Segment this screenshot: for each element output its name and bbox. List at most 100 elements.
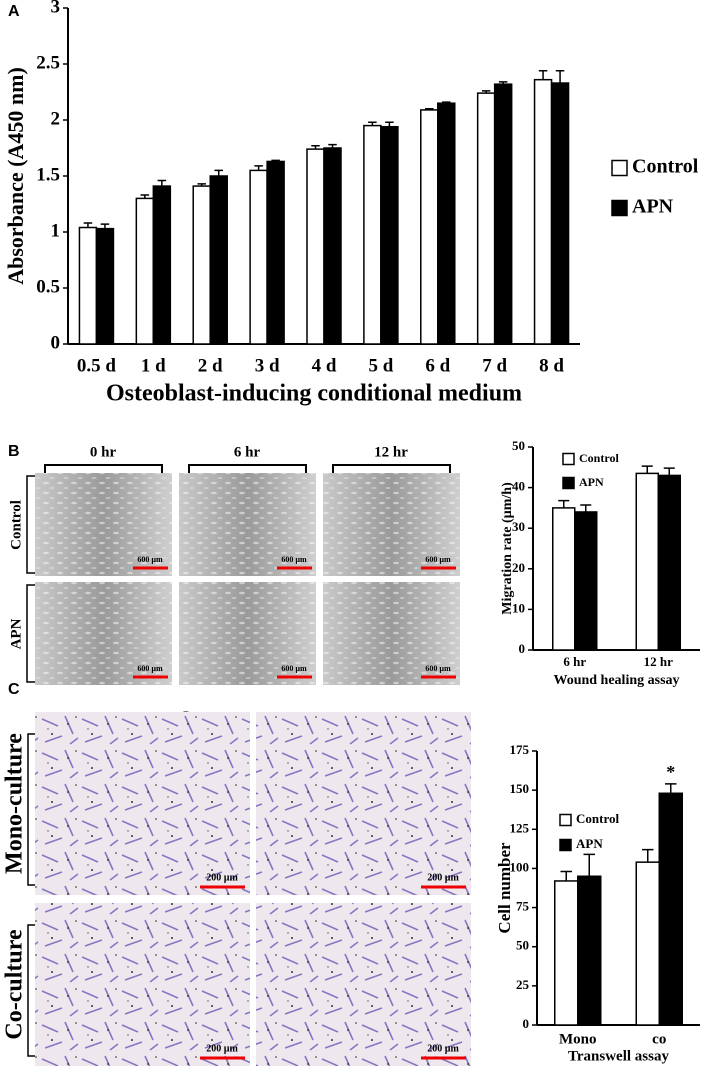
panel-label: C <box>8 681 20 698</box>
micrograph <box>256 712 471 895</box>
y-tick-label: 0 <box>51 332 61 353</box>
x-tick-label: 2 d <box>198 355 223 376</box>
error-bar <box>583 853 595 877</box>
y-tick-label: 25 <box>516 977 530 992</box>
error-bar <box>197 183 206 187</box>
error-bar <box>157 179 167 187</box>
scale-label: 200 µm <box>206 872 238 883</box>
error-bar <box>481 90 491 94</box>
error-bar <box>83 222 93 228</box>
bar <box>78 226 98 345</box>
bar <box>95 227 115 345</box>
x-tick-label: 0.5 d <box>77 355 117 376</box>
bar <box>550 82 570 345</box>
scale-label: 600 µm <box>137 555 163 564</box>
bar <box>635 472 659 651</box>
x-tick-label: Mono <box>559 1031 597 1047</box>
error-bar <box>663 467 675 476</box>
y-tick-label: 20 <box>512 560 525 575</box>
x-tick-label: co <box>652 1031 666 1047</box>
micrograph-cells <box>323 582 460 685</box>
error-bar <box>442 101 451 104</box>
bar <box>420 109 439 345</box>
error-bar <box>555 69 565 84</box>
bar <box>380 125 399 345</box>
y-tick-label: 175 <box>510 742 530 757</box>
micrograph-cells <box>323 473 460 576</box>
bracket <box>332 464 451 475</box>
bar <box>152 185 172 345</box>
y-tick-label: 40 <box>512 479 525 494</box>
scale-label: 600 µm <box>425 555 451 564</box>
error-bar <box>214 169 223 176</box>
time-label: 6 hr <box>234 444 261 460</box>
bar <box>135 197 155 345</box>
legend-label: APN <box>576 836 603 851</box>
micrograph <box>256 903 471 1066</box>
y-tick-label: 125 <box>510 820 530 835</box>
y-tick-label: 30 <box>512 519 525 534</box>
bar <box>533 78 553 345</box>
error-bar <box>498 81 508 85</box>
legend-swatch <box>611 159 628 177</box>
bar <box>437 102 456 345</box>
x-tick-label: 3 d <box>255 355 280 376</box>
legend-swatch <box>559 838 572 852</box>
x-tick-label: 1 d <box>141 355 166 376</box>
error-bar <box>425 108 434 110</box>
micrograph-cells <box>179 582 316 685</box>
bar <box>577 875 602 1026</box>
y-tick-label: 0 <box>519 641 526 656</box>
bracket <box>27 924 35 1057</box>
scale-label: 200 µm <box>206 1043 238 1054</box>
error-bar <box>385 121 394 127</box>
error-bar <box>100 223 110 229</box>
scale-label: 600 µm <box>137 664 163 673</box>
error-bar <box>140 194 150 199</box>
time-label: 0 hr <box>90 444 117 460</box>
bar <box>192 185 211 345</box>
y-tick-label: 2.5 <box>36 52 60 73</box>
x-tick-label: 4 d <box>312 355 337 376</box>
x-tick-label: 8 d <box>539 355 564 376</box>
bracket <box>26 475 35 574</box>
micrograph-cells <box>179 473 316 576</box>
legend-swatch <box>611 199 628 217</box>
error-bar <box>368 121 377 126</box>
bar <box>658 792 683 1026</box>
x-tick-label: 6 hr <box>563 654 586 669</box>
bracket <box>188 464 307 475</box>
legend-swatch <box>562 476 575 490</box>
time-label: 12 hr <box>374 444 408 460</box>
micrograph-cells <box>35 582 172 685</box>
legend-label: Control <box>632 156 699 178</box>
x-axis-label: Transwell assay <box>568 1048 669 1064</box>
bar <box>493 83 513 345</box>
legend-label: Control <box>576 811 619 826</box>
bar <box>323 147 342 345</box>
y-tick-label: 1.5 <box>36 164 60 185</box>
error-bar <box>254 165 263 171</box>
bracket <box>27 733 35 886</box>
y-tick-label: 150 <box>510 781 530 796</box>
y-tick-label: 2 <box>51 108 61 129</box>
x-tick-label: 12 hr <box>644 654 673 669</box>
legend-swatch <box>562 452 575 466</box>
panel-label: B <box>8 443 20 460</box>
scale-label: 200 µm <box>427 1043 459 1054</box>
error-bar <box>642 848 654 863</box>
bar <box>552 507 576 651</box>
y-tick-label: 75 <box>516 899 530 914</box>
bar <box>266 160 285 345</box>
x-tick-label: 5 d <box>368 355 393 376</box>
y-tick-label: 0.5 <box>36 276 60 297</box>
bar <box>209 175 228 345</box>
x-axis-label: Wound healing assay <box>553 673 679 688</box>
error-bar <box>641 465 653 474</box>
error-bar <box>328 143 337 148</box>
error-bar <box>580 504 592 512</box>
scale-label: 600 µm <box>281 555 307 564</box>
error-bar <box>538 69 548 80</box>
error-bar <box>558 499 570 508</box>
